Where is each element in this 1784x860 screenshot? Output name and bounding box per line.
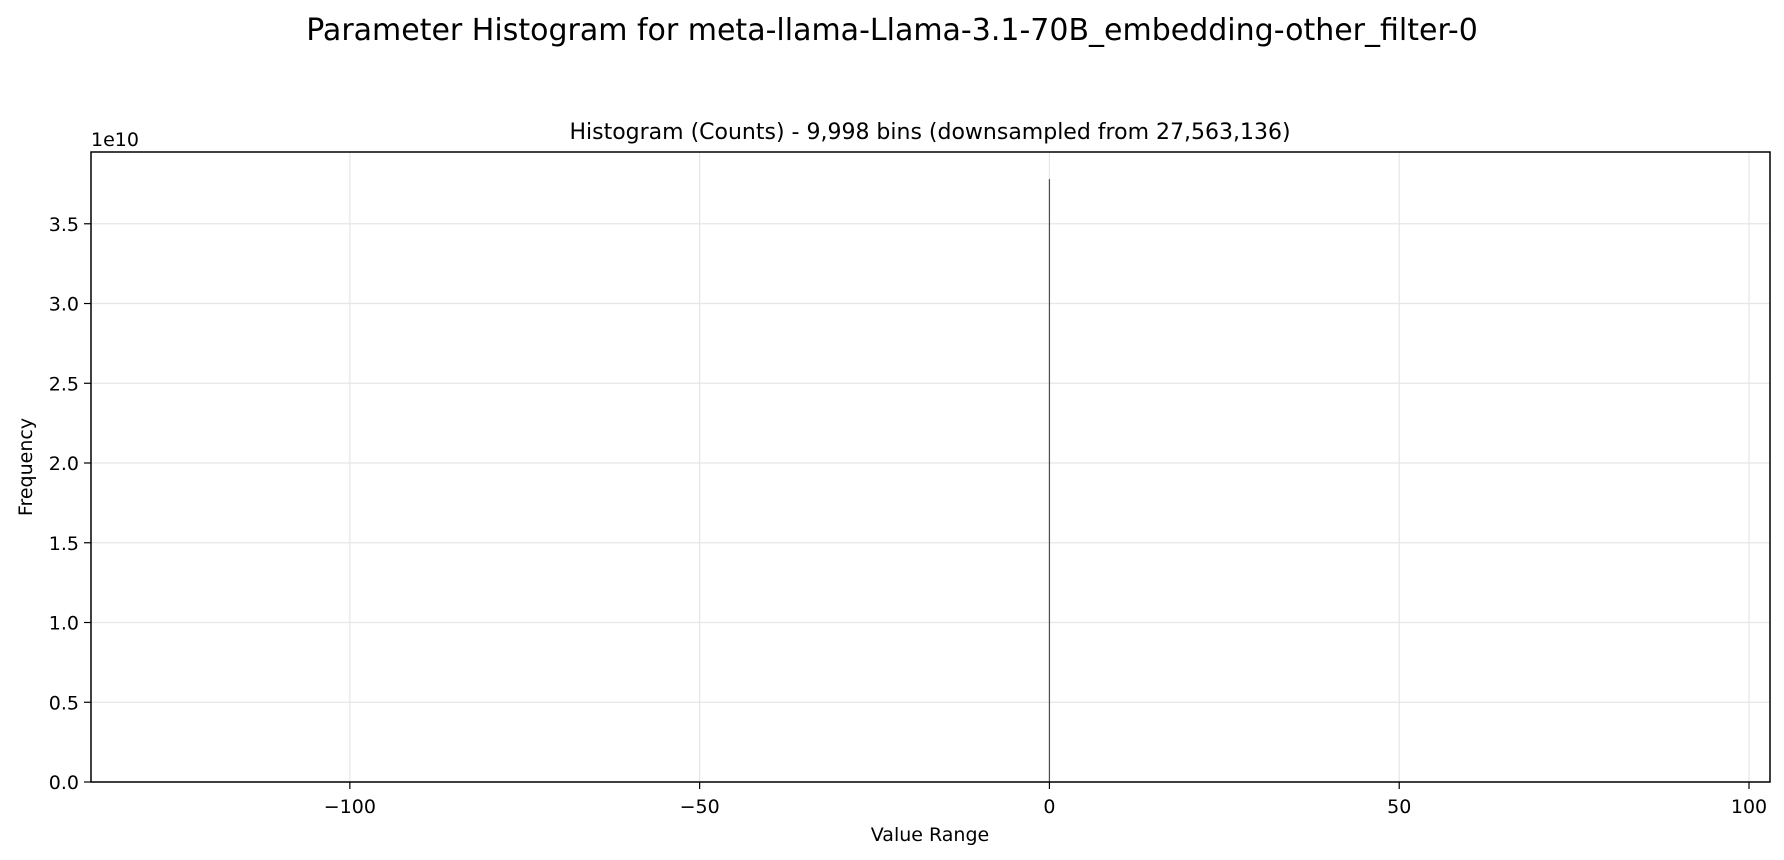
y-axis-offset-label: 1e10 [91,129,139,151]
figure-suptitle: Parameter Histogram for meta-llama-Llama… [306,13,1478,48]
x-tick-label: 0 [1043,796,1055,818]
y-tick-label: 1.0 [49,613,79,635]
x-tick-label: 100 [1731,796,1767,818]
chart-title: Histogram (Counts) - 9,998 bins (downsam… [569,120,1290,145]
histogram-bar [1048,179,1051,783]
y-tick-label: 0.0 [49,772,79,794]
y-tick-label: 2.5 [49,373,79,395]
histogram-bars [1048,179,1051,783]
x-tick-label: −100 [324,796,376,818]
y-tick-label: 1.5 [49,533,79,555]
y-tick-label: 0.5 [49,692,79,714]
plot-area-frame [90,151,1771,783]
y-axis-label: Frequency [15,418,37,516]
x-tick-label: 50 [1387,796,1411,818]
y-tick-label: 2.0 [49,453,79,475]
x-tick-label: −50 [680,796,720,818]
x-axis-label: Value Range [871,824,989,846]
axis-ticks: −100 −50 0 50 100 0.0 0.5 1.0 1.5 2.0 2.5 3.0 3.5 [49,214,1767,818]
y-tick-label: 3.0 [49,294,79,316]
y-tick-label: 3.5 [49,214,79,236]
